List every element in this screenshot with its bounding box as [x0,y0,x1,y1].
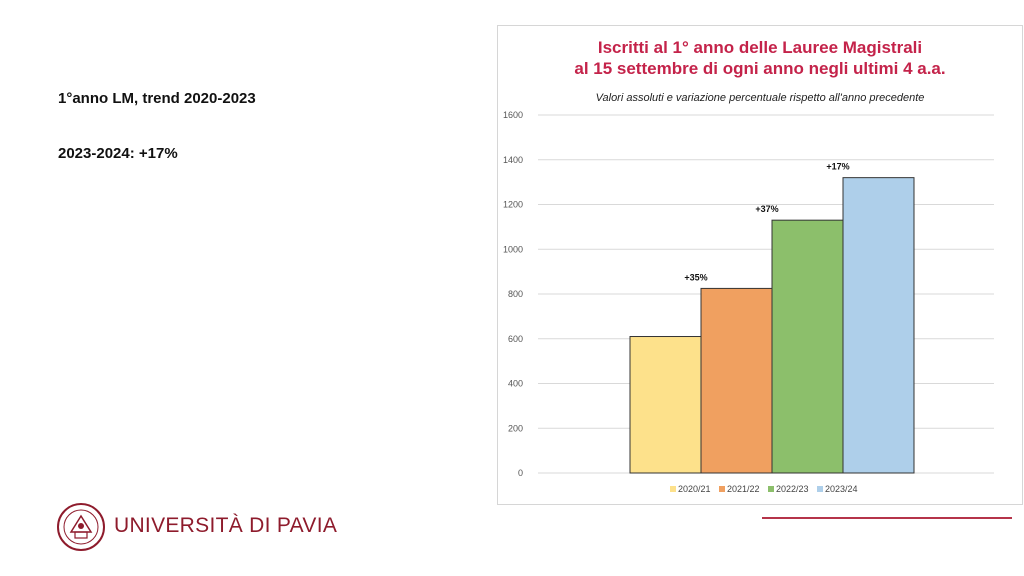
legend-swatch [817,486,823,492]
bar-2020-21 [629,336,702,474]
y-tick-label: 1600 [503,110,523,120]
bar-2021-22 [700,287,773,474]
y-tick-label: 1200 [503,200,523,210]
chart-title-line-1: Iscritti al 1° anno delle Lauree Magistr… [597,38,923,57]
bar-chart: 0 200 400 600 800 1000 1200 1400 1600 +35% +37% +17… [503,110,994,494]
bar-2023-24 [842,177,915,474]
slide-heading: 1°anno LM, trend 2020-2023 [58,90,256,107]
chart-title-line-2: al 15 settembre di ogni anno negli ultim… [574,59,946,78]
bar-2022-23 [771,219,844,474]
university-name: UNIVERSITÀ DI PAVIA [114,514,338,537]
legend-swatch [719,486,725,492]
y-tick-label: 800 [508,289,523,299]
y-tick-label: 600 [508,334,523,344]
legend-swatch [670,486,676,492]
chart-panel: Iscritti al 1° anno delle Lauree Magistr… [497,25,1023,505]
data-label: +37% [755,204,778,214]
y-tick-label: 400 [508,379,523,389]
slide-stat: 2023-2024: +17% [58,145,178,162]
legend-swatch [768,486,774,492]
data-label: +35% [684,272,707,282]
legend-label: 2023/24 [825,484,858,494]
y-tick-label: 1400 [503,155,523,165]
data-label: +17% [826,162,849,172]
footer-divider [762,517,1012,519]
y-tick-label: 200 [508,423,523,433]
legend-label: 2021/22 [727,484,760,494]
legend-label: 2022/23 [776,484,809,494]
legend-label: 2020/21 [678,484,711,494]
university-seal-logo [57,503,105,551]
chart-subtitle: Valori assoluti e variazione percentuale… [595,92,925,104]
y-tick-label: 1000 [503,244,523,254]
y-tick-label: 0 [518,468,523,478]
